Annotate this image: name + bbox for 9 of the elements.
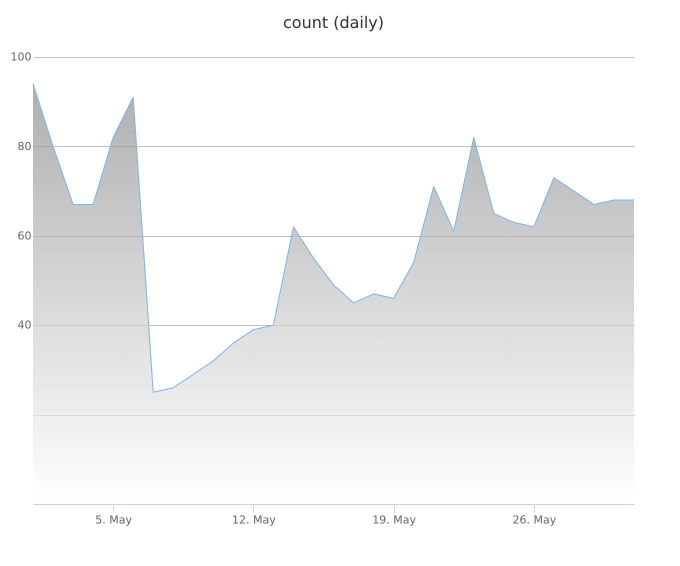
y-tick-label: 40	[18, 318, 32, 332]
chart-title: count (daily)	[282, 13, 384, 32]
y-tick-label: 60	[18, 229, 32, 242]
y-tick-label: 100	[10, 50, 32, 64]
y-tick-label: 80	[18, 140, 32, 153]
x-tick-label: 5. May	[95, 514, 132, 526]
x-tick-label: 12. May	[232, 514, 276, 526]
x-tick-label: 19. May	[372, 514, 416, 526]
x-tick-label: 26. May	[512, 514, 557, 526]
